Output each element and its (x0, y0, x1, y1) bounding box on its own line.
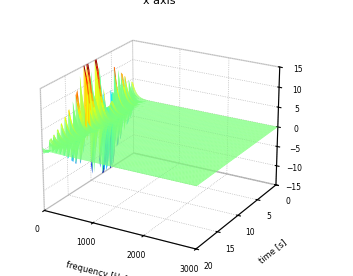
Title: x axis: x axis (143, 0, 175, 6)
X-axis label: frequency [Hz]: frequency [Hz] (65, 261, 128, 276)
Y-axis label: time [s]: time [s] (257, 237, 288, 265)
